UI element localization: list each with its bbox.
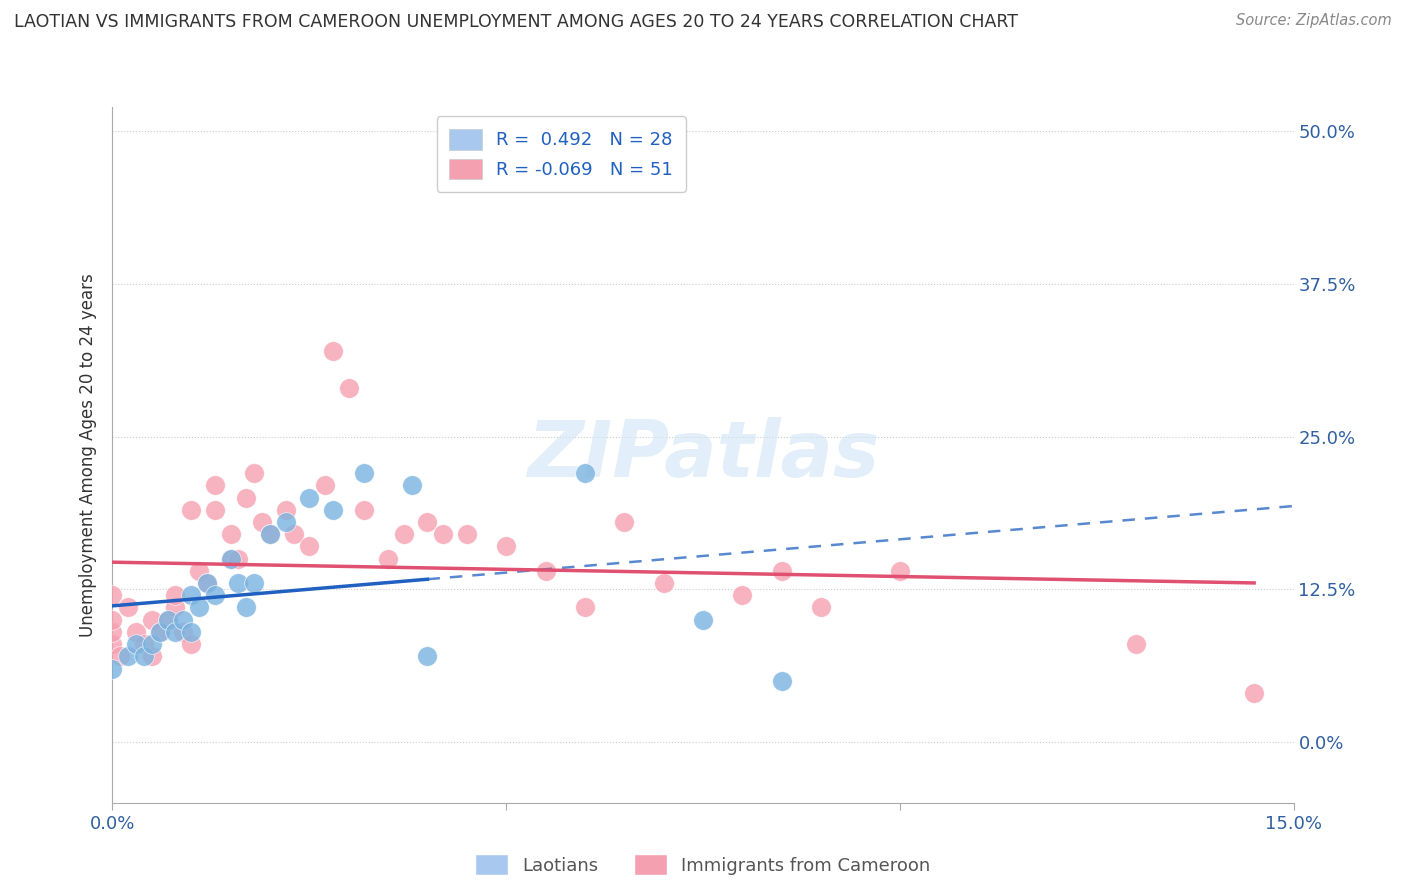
Point bbox=[314, 478, 336, 492]
Point bbox=[101, 588, 124, 602]
Point bbox=[228, 576, 250, 591]
Point bbox=[132, 649, 155, 664]
Point bbox=[204, 588, 226, 602]
Point bbox=[219, 551, 242, 566]
Point bbox=[141, 613, 163, 627]
Text: ZIPatlas: ZIPatlas bbox=[527, 417, 879, 493]
Point bbox=[141, 649, 163, 664]
Point bbox=[219, 551, 242, 566]
Point bbox=[180, 637, 202, 651]
Point bbox=[219, 527, 242, 541]
Point bbox=[392, 527, 415, 541]
Point bbox=[613, 515, 636, 529]
Point bbox=[298, 540, 321, 554]
Point bbox=[259, 527, 281, 541]
Point bbox=[125, 637, 148, 651]
Point bbox=[274, 503, 297, 517]
Point bbox=[101, 637, 124, 651]
Point bbox=[188, 564, 211, 578]
Point bbox=[141, 637, 163, 651]
Text: LAOTIAN VS IMMIGRANTS FROM CAMEROON UNEMPLOYMENT AMONG AGES 20 TO 24 YEARS CORRE: LAOTIAN VS IMMIGRANTS FROM CAMEROON UNEM… bbox=[14, 13, 1018, 31]
Point bbox=[165, 588, 187, 602]
Point bbox=[149, 624, 172, 639]
Point bbox=[1243, 686, 1265, 700]
Point bbox=[180, 624, 202, 639]
Point bbox=[204, 503, 226, 517]
Point bbox=[180, 503, 202, 517]
Point bbox=[117, 600, 139, 615]
Point bbox=[165, 600, 187, 615]
Point bbox=[322, 503, 344, 517]
Point bbox=[534, 564, 557, 578]
Point bbox=[574, 600, 596, 615]
Point bbox=[165, 624, 187, 639]
Point bbox=[188, 600, 211, 615]
Text: Source: ZipAtlas.com: Source: ZipAtlas.com bbox=[1236, 13, 1392, 29]
Y-axis label: Unemployment Among Ages 20 to 24 years: Unemployment Among Ages 20 to 24 years bbox=[79, 273, 97, 637]
Point bbox=[235, 491, 257, 505]
Point bbox=[110, 649, 132, 664]
Point bbox=[243, 576, 266, 591]
Point bbox=[125, 624, 148, 639]
Point bbox=[432, 527, 454, 541]
Point bbox=[101, 613, 124, 627]
Point bbox=[235, 600, 257, 615]
Point bbox=[495, 540, 517, 554]
Point bbox=[195, 576, 218, 591]
Point bbox=[456, 527, 478, 541]
Point bbox=[337, 381, 360, 395]
Point bbox=[243, 467, 266, 481]
Point bbox=[298, 491, 321, 505]
Point bbox=[283, 527, 305, 541]
Point bbox=[259, 527, 281, 541]
Point bbox=[322, 344, 344, 359]
Point bbox=[132, 637, 155, 651]
Point bbox=[250, 515, 273, 529]
Point bbox=[731, 588, 754, 602]
Point bbox=[401, 478, 423, 492]
Point bbox=[889, 564, 911, 578]
Point bbox=[172, 624, 194, 639]
Point bbox=[416, 515, 439, 529]
Point bbox=[353, 503, 375, 517]
Point bbox=[377, 551, 399, 566]
Point bbox=[195, 576, 218, 591]
Point bbox=[274, 515, 297, 529]
Point bbox=[156, 613, 179, 627]
Point bbox=[156, 613, 179, 627]
Point bbox=[810, 600, 832, 615]
Point bbox=[172, 613, 194, 627]
Point bbox=[416, 649, 439, 664]
Point bbox=[770, 673, 793, 688]
Point bbox=[228, 551, 250, 566]
Point bbox=[101, 624, 124, 639]
Point bbox=[180, 588, 202, 602]
Point bbox=[770, 564, 793, 578]
Point bbox=[117, 649, 139, 664]
Point bbox=[353, 467, 375, 481]
Point bbox=[149, 624, 172, 639]
Point bbox=[652, 576, 675, 591]
Legend: Laotians, Immigrants from Cameroon: Laotians, Immigrants from Cameroon bbox=[467, 846, 939, 884]
Point bbox=[101, 661, 124, 675]
Point bbox=[1125, 637, 1147, 651]
Point bbox=[692, 613, 714, 627]
Point bbox=[204, 478, 226, 492]
Point bbox=[574, 467, 596, 481]
